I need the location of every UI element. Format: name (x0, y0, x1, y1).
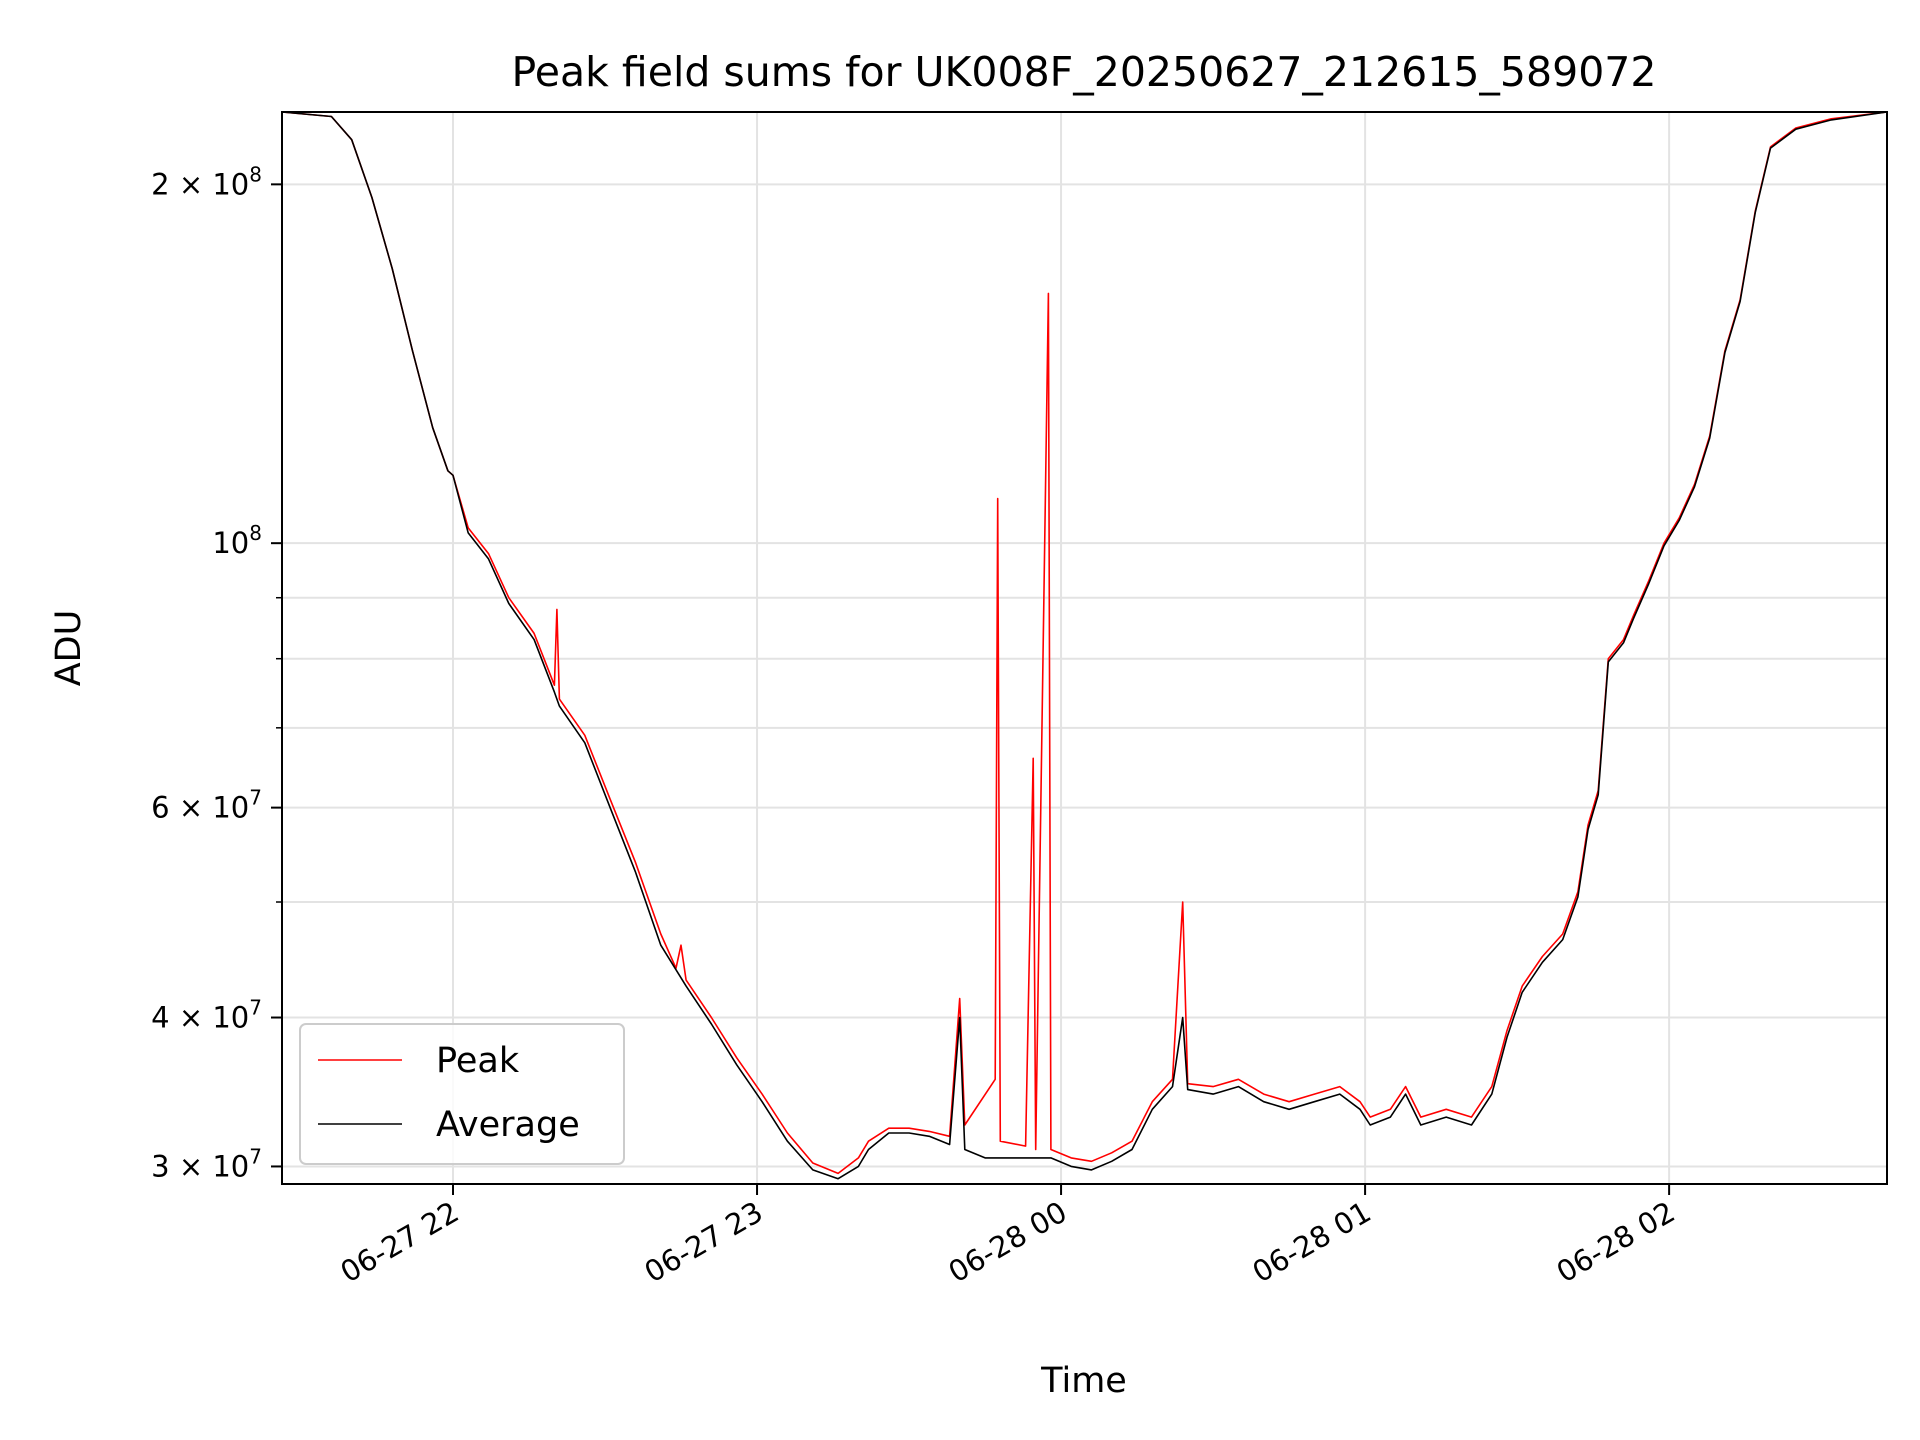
series-line-average (282, 112, 1887, 1180)
y-axis-label: ADU (49, 610, 89, 687)
y-tick-label: 3 × 107 (151, 1144, 262, 1183)
y-axis-ticks: 3 × 107 4 × 107 6 × 107 108 2 × 108 (151, 162, 282, 1183)
series-lines (282, 112, 1887, 1180)
legend-label-average: Average (436, 1105, 580, 1145)
chart-title: Peak field sums for UK008F_20250627_2126… (512, 48, 1657, 96)
legend-box (299, 1023, 625, 1165)
legend-label-peak: Peak (436, 1041, 520, 1081)
y-tick-label: 108 (212, 521, 262, 560)
y-tick-label: 6 × 107 (151, 786, 262, 825)
legend: Peak Average (299, 1023, 625, 1165)
y-tick-label: 4 × 107 (151, 996, 262, 1035)
grid (282, 112, 1887, 1184)
plot-frame (281, 111, 1888, 1185)
x-axis-label: Time (1040, 1361, 1127, 1401)
y-tick-label: 2 × 108 (151, 162, 262, 201)
